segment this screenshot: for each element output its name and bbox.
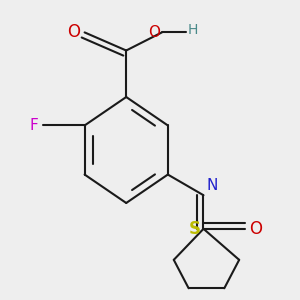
Text: H: H	[187, 23, 197, 37]
Text: F: F	[30, 118, 38, 133]
Text: O: O	[250, 220, 262, 238]
Text: O: O	[67, 23, 80, 41]
Text: O: O	[148, 25, 160, 40]
Text: N: N	[206, 178, 218, 193]
Text: S: S	[188, 220, 200, 238]
